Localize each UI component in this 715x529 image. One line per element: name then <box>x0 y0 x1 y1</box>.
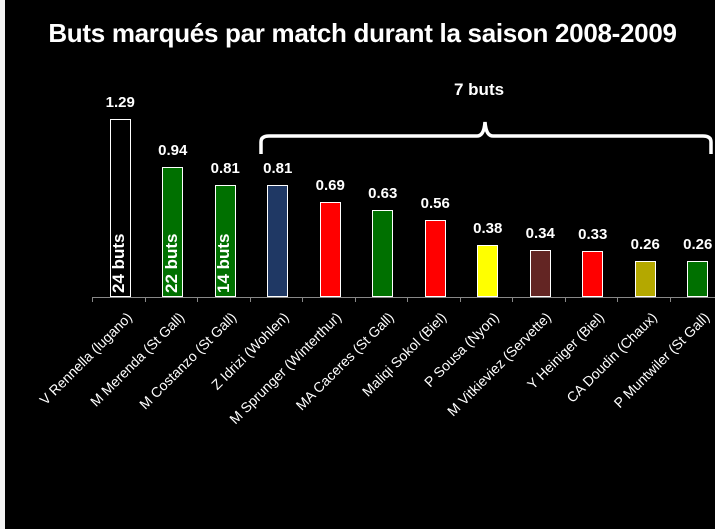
x-axis-tick <box>302 297 303 302</box>
bar <box>582 251 604 297</box>
bar <box>634 261 656 297</box>
in-bar-label: 14 buts <box>214 233 234 293</box>
bar <box>267 185 289 297</box>
x-axis-tick <box>407 297 408 302</box>
x-axis-tick <box>144 297 146 302</box>
x-axis-tick <box>669 297 671 302</box>
chart-title: Buts marqués par match durant la saison … <box>48 18 677 48</box>
category-label: V Rennella (lugano) <box>35 309 135 408</box>
category-label: M Costanzo (St Gall) <box>136 309 240 413</box>
value-label: 0.38 <box>473 219 503 237</box>
value-label: 0.34 <box>525 225 555 243</box>
x-axis-tick <box>617 297 618 302</box>
value-label: 0.26 <box>683 236 713 254</box>
category-label: CA Doudin (Chaux) <box>562 309 660 406</box>
value-label: 0.81 <box>210 160 240 178</box>
x-axis-tick <box>459 297 461 302</box>
x-axis <box>92 297 715 298</box>
bar <box>424 219 446 297</box>
category-label: M Merenda (St Gall) <box>86 309 188 410</box>
category-label: MA Caceres (St Gall) <box>292 309 398 414</box>
x-axis-tick <box>92 297 93 302</box>
brace-label: 7 buts <box>454 80 505 99</box>
x-axis-tick <box>249 297 251 302</box>
value-label: 1.29 <box>105 93 135 111</box>
bar <box>319 201 341 297</box>
bar <box>529 250 551 297</box>
value-label: 0.94 <box>158 142 188 160</box>
bar <box>477 244 499 297</box>
bar <box>162 167 184 297</box>
value-label: 0.81 <box>263 160 293 178</box>
x-axis-tick <box>197 297 198 302</box>
brace-annotation <box>259 121 713 154</box>
value-label: 0.56 <box>420 194 450 212</box>
bar <box>214 185 236 297</box>
value-label: 0.26 <box>630 236 660 254</box>
category-label: M Vitkieviez (Servette) <box>444 309 555 420</box>
bar <box>109 118 131 297</box>
value-label: 0.33 <box>578 226 608 244</box>
bar <box>372 210 394 297</box>
in-bar-label: 22 buts <box>161 233 181 293</box>
x-axis-tick <box>354 297 356 302</box>
x-axis-tick <box>512 297 513 302</box>
bar <box>687 261 709 297</box>
x-axis-tick <box>564 297 566 302</box>
in-bar-label: 24 buts <box>109 233 129 293</box>
value-label: 0.69 <box>315 176 345 194</box>
value-label: 0.63 <box>368 185 398 203</box>
category-label: P Muntwiler (St Gall) <box>610 309 713 411</box>
